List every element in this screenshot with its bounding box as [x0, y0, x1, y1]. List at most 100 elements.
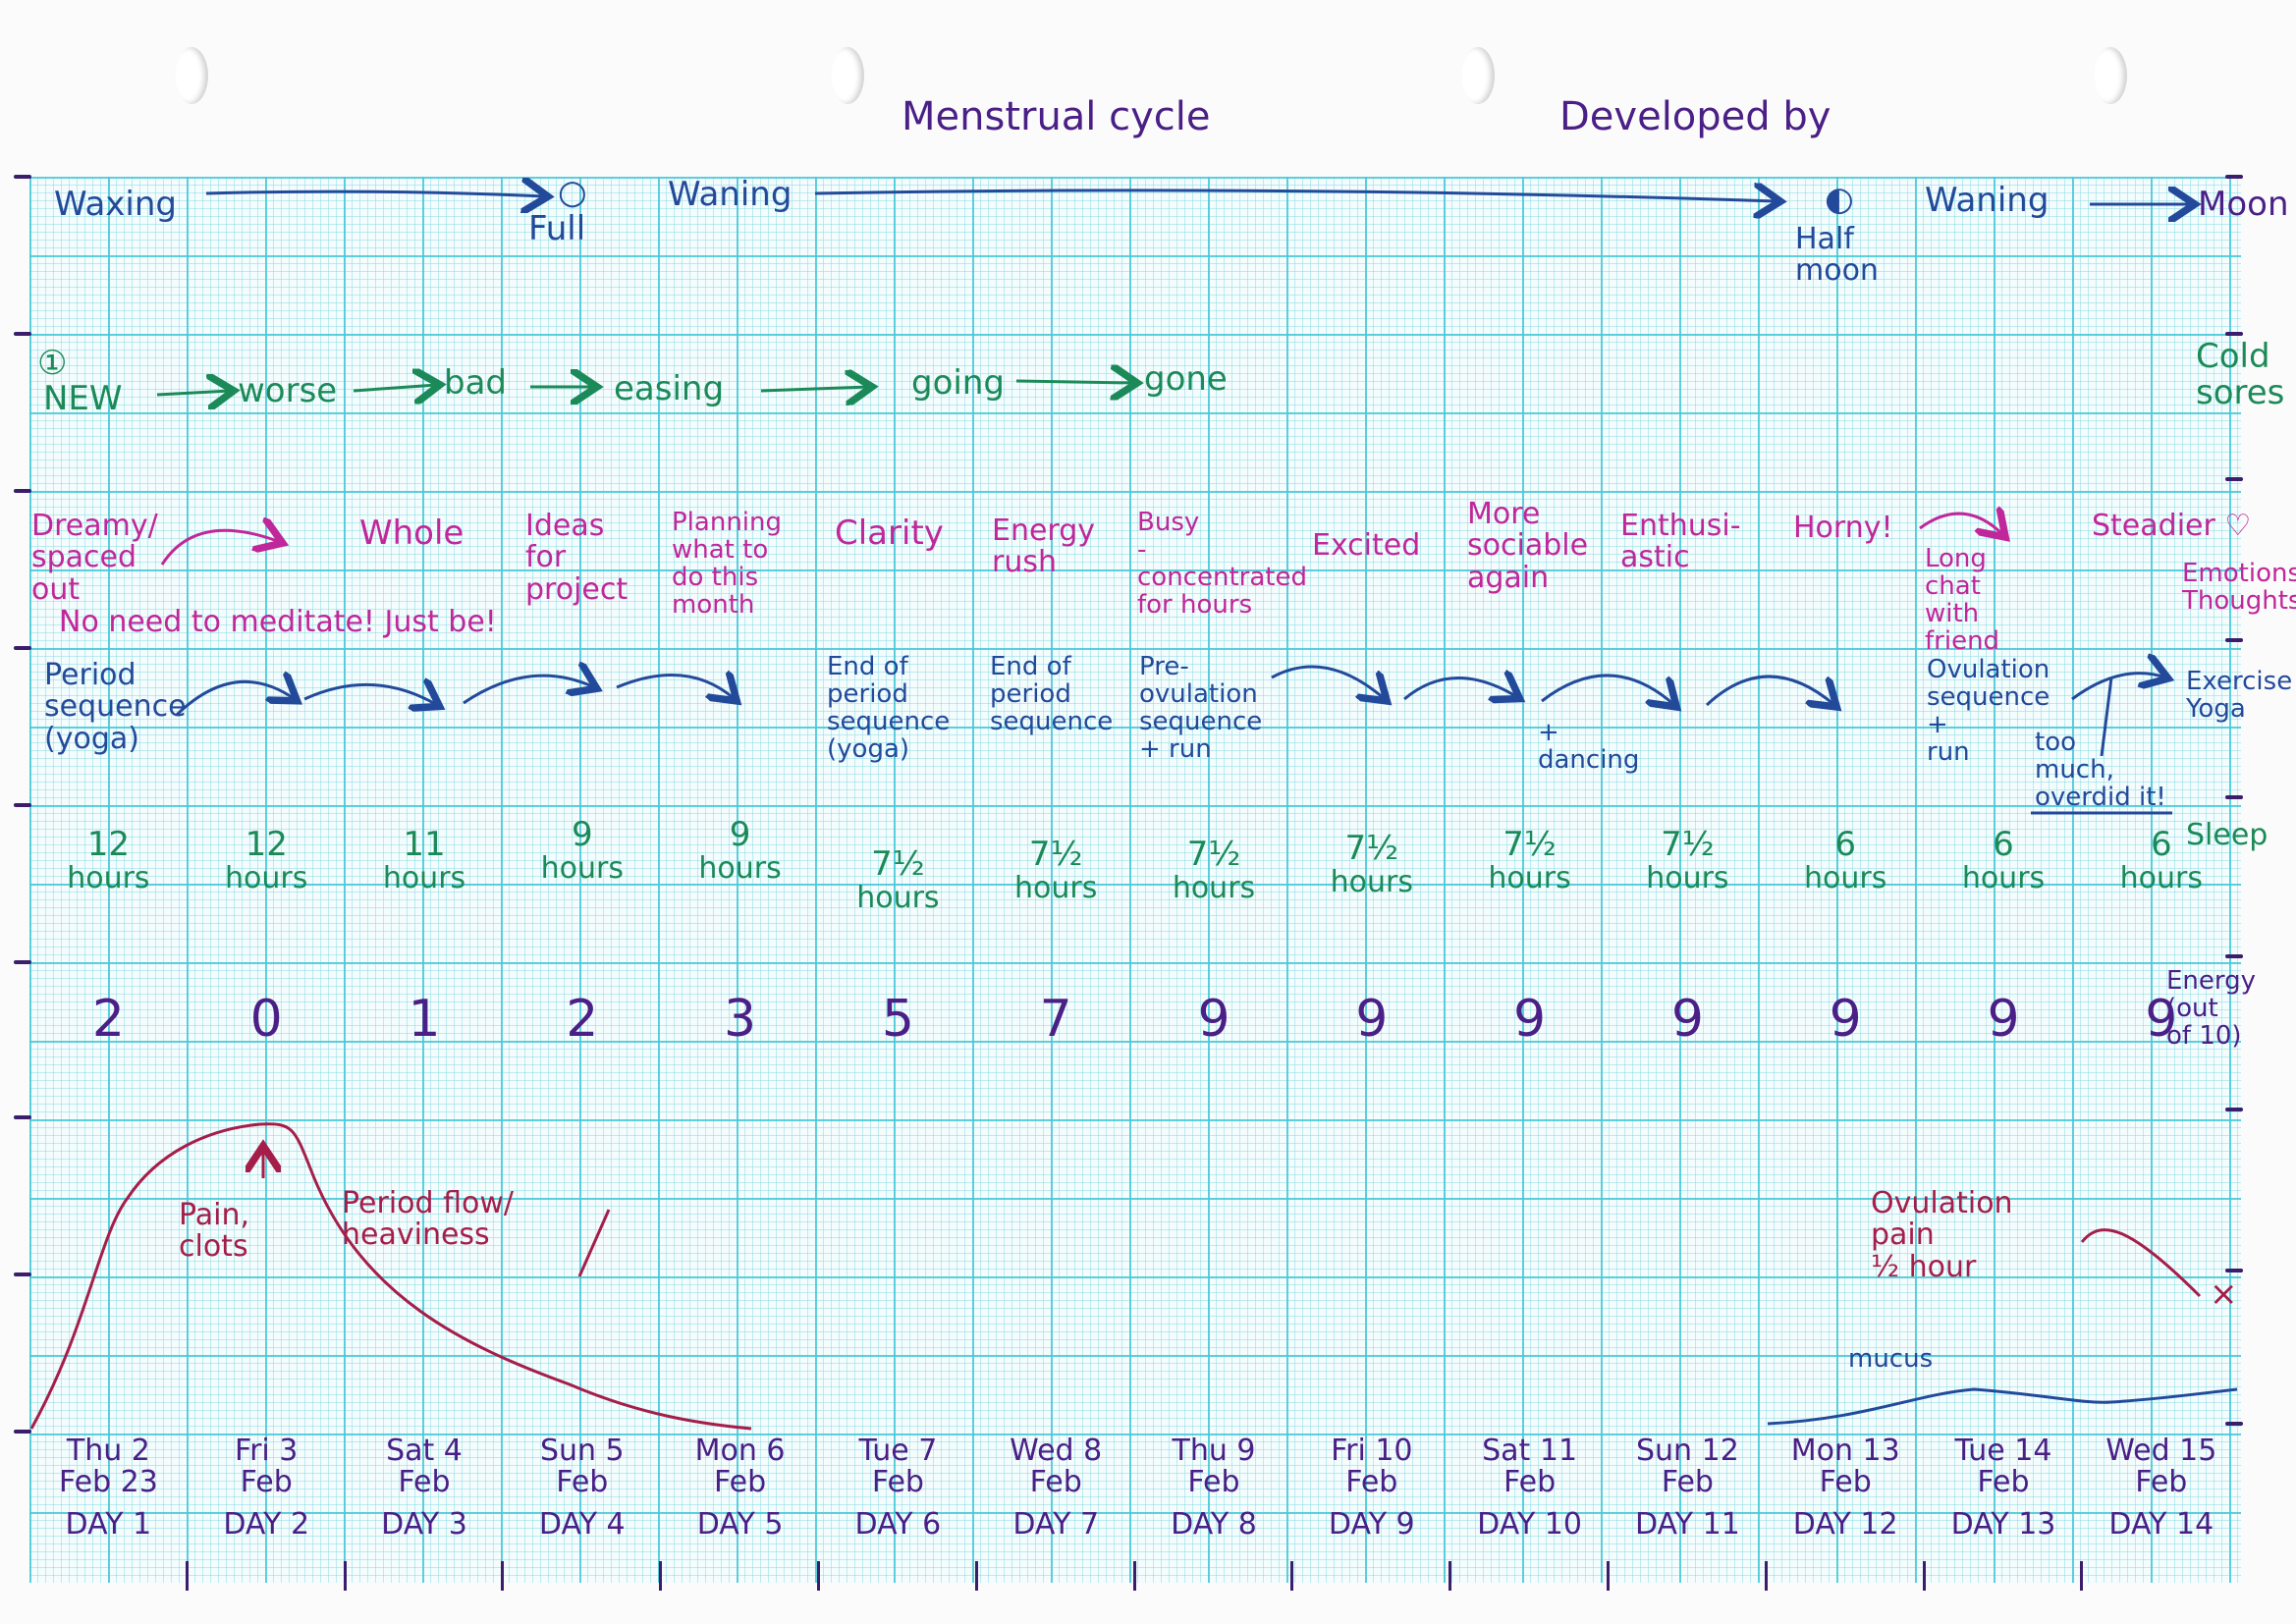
sleep-value: 7½ — [871, 844, 925, 884]
day-column: Sun 12 Feb DAY 11 — [1609, 1435, 1767, 1541]
day-column: Fri 3 Feb DAY 2 — [188, 1435, 346, 1541]
ovulation-pain-annotation: Ovulation pain ½ hour — [1871, 1186, 2013, 1284]
day-date: Wed 15 Feb — [2105, 1434, 2217, 1500]
ovulation-marker: × — [2210, 1274, 2238, 1314]
exercise-entry: + dancing — [1538, 718, 1640, 776]
credit-line: Developed by — [1559, 94, 1831, 140]
sleep-value: 7½ — [1028, 835, 1083, 874]
day-divider-tick — [501, 1561, 505, 1591]
day-divider-tick — [1607, 1561, 1610, 1591]
sleep-value: 7½ — [1503, 825, 1557, 864]
day-divider-tick — [1449, 1561, 1452, 1591]
cold-sore-marker: ① — [37, 344, 68, 383]
energy-value: 1 — [408, 990, 441, 1049]
title-line: Menstrual cycle — [902, 94, 1211, 140]
exercise-entry: Ovulation sequence + run — [1927, 655, 2050, 768]
energy-value: 9 — [1670, 990, 1704, 1049]
energy-value: 9 — [1355, 990, 1389, 1049]
sleep-cell: 7½ hours — [1135, 837, 1293, 904]
day-column: Sat 4 Feb DAY 3 — [346, 1435, 504, 1541]
day-date: Wed 8 Feb — [1010, 1434, 1103, 1500]
emotion-entry: Clarity — [835, 514, 944, 553]
graph-paper-grid — [29, 177, 2241, 1583]
emotion-entry: More sociable again — [1467, 497, 1589, 595]
sleep-unit: hours — [856, 880, 940, 915]
day-date: Tue 14 Feb — [1954, 1434, 2052, 1500]
sleep-unit: hours — [382, 860, 466, 895]
day-column: Tue 7 Feb DAY 6 — [819, 1435, 977, 1541]
sleep-unit: hours — [1172, 870, 1256, 905]
sleep-cell: 9 hours — [661, 817, 819, 885]
day-divider-tick — [817, 1561, 820, 1591]
emotion-entry: Whole — [359, 514, 465, 553]
sleep-value: 6 — [1993, 825, 2014, 864]
day-date: Thu 2 Feb 23 — [58, 1434, 158, 1500]
pain-clots-annotation: Pain, clots — [179, 1198, 250, 1265]
mucus-curve — [1767, 1387, 2238, 1426]
punch-hole — [1461, 47, 1495, 104]
day-column: Sat 11 Feb DAY 10 — [1450, 1435, 1609, 1541]
exercise-entry: Period sequence (yoga) — [44, 658, 187, 756]
sleep-unit: hours — [1488, 860, 1571, 895]
row-label-exercise: Exercise Yoga — [2186, 667, 2293, 725]
sleep-cell: 12 hours — [29, 827, 188, 894]
day-divider-tick — [659, 1561, 663, 1591]
day-divider-tick — [1922, 1561, 1926, 1591]
sleep-cell: 7½ hours — [977, 837, 1135, 904]
day-date: Mon 13 Feb — [1790, 1434, 1900, 1500]
cold-sore-stage: worse — [238, 371, 338, 410]
day-number: DAY 3 — [381, 1506, 467, 1542]
cold-sore-arrows — [156, 381, 1134, 395]
sleep-cell: 6 hours — [2082, 827, 2240, 894]
moon-waning-1: Waning — [668, 175, 793, 214]
row-label-emotions: Emotions Thoughts — [2182, 559, 2296, 617]
day-divider-tick — [1290, 1561, 1294, 1591]
moon-waning-2: Waning — [1925, 181, 2050, 220]
day-date: Mon 6 Feb — [694, 1434, 786, 1500]
sleep-unit: hours — [1961, 860, 2046, 895]
day-number: DAY 8 — [1171, 1506, 1257, 1542]
sleep-value: 7½ — [1186, 835, 1241, 874]
sleep-cell: 6 hours — [1767, 827, 1925, 894]
row-label-energy: Energy (out of 10) — [2166, 966, 2257, 1052]
day-divider-tick — [1132, 1561, 1136, 1591]
day-number: DAY 14 — [2108, 1506, 2214, 1542]
exercise-entry: too much, overdid it! — [2035, 728, 2166, 813]
day-divider-tick — [1764, 1561, 1768, 1591]
sleep-value: 6 — [2150, 825, 2172, 864]
day-number: DAY 1 — [65, 1506, 152, 1542]
energy-value: 2 — [566, 990, 599, 1049]
day-column: Wed 15 Feb DAY 14 — [2082, 1435, 2240, 1541]
exercise-arrows — [175, 667, 2172, 815]
day-number: DAY 9 — [1328, 1506, 1415, 1542]
sleep-unit: hours — [1014, 870, 1098, 905]
energy-value: 9 — [2145, 990, 2178, 1049]
energy-value: 9 — [1513, 990, 1547, 1049]
day-number: DAY 5 — [696, 1506, 784, 1542]
sleep-value: 12 — [86, 825, 131, 864]
sleep-value: 7½ — [1661, 825, 1715, 864]
sleep-cell: 12 hours — [188, 827, 346, 894]
day-date: Sat 11 Feb — [1482, 1434, 1578, 1500]
emotion-note: No need to meditate! Just be! — [59, 605, 497, 639]
day-number: DAY 4 — [538, 1506, 626, 1542]
sleep-value: 7½ — [1344, 829, 1399, 868]
day-date: Sun 5 Feb — [539, 1434, 625, 1500]
sleep-cell: 11 hours — [346, 827, 504, 894]
day-column: Mon 6 Feb DAY 5 — [661, 1435, 819, 1541]
period-flow-curve — [29, 1122, 752, 1431]
day-column: Sun 5 Feb DAY 4 — [503, 1435, 661, 1541]
sleep-cell: 9 hours — [503, 817, 661, 885]
day-column: Thu 9 Feb DAY 8 — [1135, 1435, 1293, 1541]
sleep-cell: 6 hours — [1925, 827, 2083, 894]
cold-sore-stage: going — [911, 363, 1005, 403]
sleep-value: 11 — [403, 825, 446, 864]
exercise-entry: End of period sequence (yoga) — [827, 652, 951, 765]
day-date: Fri 10 Feb — [1331, 1434, 1413, 1500]
emotion-entry: Planning what to do this month — [672, 508, 782, 621]
day-date: Sat 4 Feb — [386, 1434, 463, 1500]
sleep-unit: hours — [1646, 860, 1729, 895]
day-divider-tick — [2080, 1561, 2084, 1591]
energy-value: 3 — [724, 990, 757, 1049]
row-label-cold-sores: Cold sores — [2196, 337, 2285, 412]
